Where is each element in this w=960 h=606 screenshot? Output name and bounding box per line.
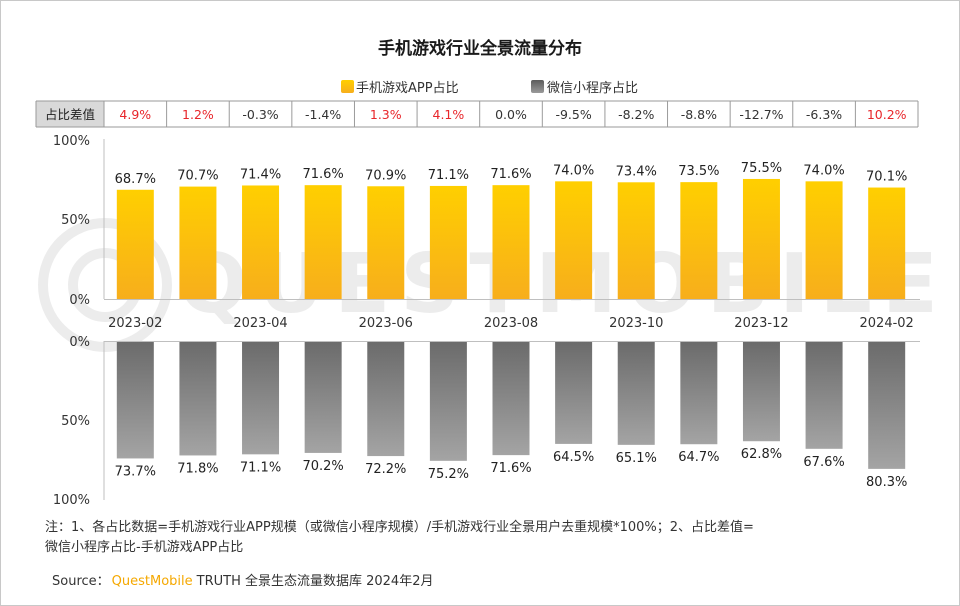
legend-swatch-miniprogram xyxy=(531,80,544,93)
miniprogram-bar xyxy=(868,342,906,469)
legend-swatch-app xyxy=(341,80,354,93)
miniprogram-bar xyxy=(492,342,530,456)
app-bar-label: 71.1% xyxy=(428,168,469,183)
miniprogram-bar xyxy=(680,342,718,445)
app-bar xyxy=(304,185,342,299)
app-bar xyxy=(555,181,593,299)
app-bar xyxy=(116,189,154,299)
diff-value: 4.1% xyxy=(433,107,465,122)
diff-value: -0.3% xyxy=(242,107,278,122)
app-bar-label: 70.9% xyxy=(365,168,406,183)
app-bar-label: 74.0% xyxy=(803,163,844,178)
source-line: Source： QuestMobile TRUTH 全景生态流量数据库 2024年2… xyxy=(52,573,433,589)
miniprogram-bar-label: 71.6% xyxy=(490,461,531,476)
app-bar-label: 74.0% xyxy=(553,163,594,178)
app-bar-label: 70.7% xyxy=(177,169,218,184)
app-bar xyxy=(805,181,843,299)
diff-header: 占比差值 xyxy=(45,107,95,122)
diff-header-cell xyxy=(36,101,104,127)
app-bars: 68.7% 70.7% 71.4% 71.6% 70.9% 71.1% 71.6% 74.0%… xyxy=(115,161,907,299)
source-rest: TRUTH 全景生态流量数据库 2024年2月 xyxy=(196,573,434,589)
x-axis-labels: 2023-02 2023-04 2023-06 2023-08 2023-10 2023-… xyxy=(108,316,914,331)
miniprogram-bar-label: 70.2% xyxy=(302,459,343,474)
top-axis-tick: 0% xyxy=(69,293,90,308)
miniprogram-bar xyxy=(742,342,780,442)
top-axis-tick: 50% xyxy=(61,213,90,228)
app-bar xyxy=(492,185,530,299)
source-label: Source： xyxy=(52,574,110,589)
app-bar xyxy=(617,182,655,299)
source-brand: QuestMobile xyxy=(112,574,193,589)
top-y-axis: 100% 50% 0% xyxy=(53,134,920,308)
miniprogram-bar-label: 80.3% xyxy=(866,475,907,490)
app-bar-label: 71.6% xyxy=(490,167,531,182)
diff-value: 1.2% xyxy=(182,107,214,122)
x-tick-label: 2023-10 xyxy=(609,316,663,331)
diff-value: 10.2% xyxy=(867,107,907,122)
app-bar-label: 68.7% xyxy=(115,172,156,187)
diff-value: 0.0% xyxy=(495,107,527,122)
x-tick-label: 2024-02 xyxy=(860,316,914,331)
app-bar xyxy=(429,185,467,299)
note-line-2: 微信小程序占比-手机游戏APP占比 xyxy=(45,540,243,555)
x-tick-label: 2023-06 xyxy=(359,316,413,331)
miniprogram-bars: 73.7% 71.8% 71.1% 70.2% 72.2% 75.2% 71.6% 64.5%… xyxy=(115,342,907,490)
x-tick-label: 2023-02 xyxy=(108,316,162,331)
miniprogram-bar-label: 64.5% xyxy=(553,450,594,465)
app-bar-label: 73.5% xyxy=(678,164,719,179)
app-bar-label: 71.6% xyxy=(302,167,343,182)
miniprogram-bar-label: 71.1% xyxy=(240,460,281,475)
miniprogram-bar-label: 72.2% xyxy=(365,462,406,477)
chart-title: 手机游戏行业全景流量分布 xyxy=(378,38,582,59)
note-line-1: 注：1、各占比数据=手机游戏行业APP规模（或微信小程序规模）/手机游戏行业全景… xyxy=(45,519,754,535)
legend-label-miniprogram: 微信小程序占比 xyxy=(547,81,638,96)
bottom-axis-tick: 50% xyxy=(61,414,90,429)
diff-value: -8.2% xyxy=(618,107,654,122)
diff-value: -9.5% xyxy=(555,107,591,122)
miniprogram-bar xyxy=(367,342,405,457)
miniprogram-bar xyxy=(429,342,467,461)
miniprogram-bar xyxy=(555,342,593,444)
x-tick-label: 2023-12 xyxy=(734,316,788,331)
miniprogram-bar-label: 71.8% xyxy=(177,461,218,476)
miniprogram-bar xyxy=(116,342,154,459)
x-tick-label: 2023-04 xyxy=(233,316,287,331)
diff-row-table: 占比差值 4.9% 1.2% -0.3% -1.4% 1.3% 4.1% 0.0% -9.5%… xyxy=(35,100,919,128)
bottom-axis-tick: 0% xyxy=(69,335,90,350)
diff-value: 1.3% xyxy=(370,107,402,122)
diff-value: -6.3% xyxy=(806,107,842,122)
miniprogram-bar-label: 64.7% xyxy=(678,450,719,465)
app-bar xyxy=(179,186,217,299)
app-bar-label: 73.4% xyxy=(616,164,657,179)
miniprogram-bar-label: 62.8% xyxy=(741,447,782,462)
miniprogram-bar xyxy=(179,342,217,456)
app-bar xyxy=(367,186,405,299)
app-bar xyxy=(868,187,906,299)
legend-label-app: 手机游戏APP占比 xyxy=(356,81,459,96)
miniprogram-bar xyxy=(242,342,280,455)
app-bar xyxy=(742,178,780,299)
app-bar-label: 71.4% xyxy=(240,167,281,182)
app-bar xyxy=(680,182,718,299)
bottom-y-axis: 0% 50% 100% xyxy=(53,335,920,508)
app-bar xyxy=(242,185,280,299)
diff-value: -8.8% xyxy=(681,107,717,122)
miniprogram-bar xyxy=(805,342,843,449)
diff-value: -1.4% xyxy=(305,107,341,122)
x-tick-label: 2023-08 xyxy=(484,316,538,331)
app-bar-label: 75.5% xyxy=(741,161,782,176)
miniprogram-bar xyxy=(304,342,342,453)
legend: 手机游戏APP占比 微信小程序占比 xyxy=(341,80,638,96)
miniprogram-bar-label: 67.6% xyxy=(803,455,844,470)
miniprogram-bar-label: 73.7% xyxy=(115,464,156,479)
miniprogram-bar-label: 75.2% xyxy=(428,467,469,482)
miniprogram-bar xyxy=(617,342,655,445)
app-bar-label: 70.1% xyxy=(866,170,907,185)
diff-value: -12.7% xyxy=(739,107,783,122)
diff-value: 4.9% xyxy=(119,107,151,122)
miniprogram-bar-label: 65.1% xyxy=(616,451,657,466)
top-axis-tick: 100% xyxy=(53,134,90,149)
bottom-axis-tick: 100% xyxy=(53,493,90,508)
